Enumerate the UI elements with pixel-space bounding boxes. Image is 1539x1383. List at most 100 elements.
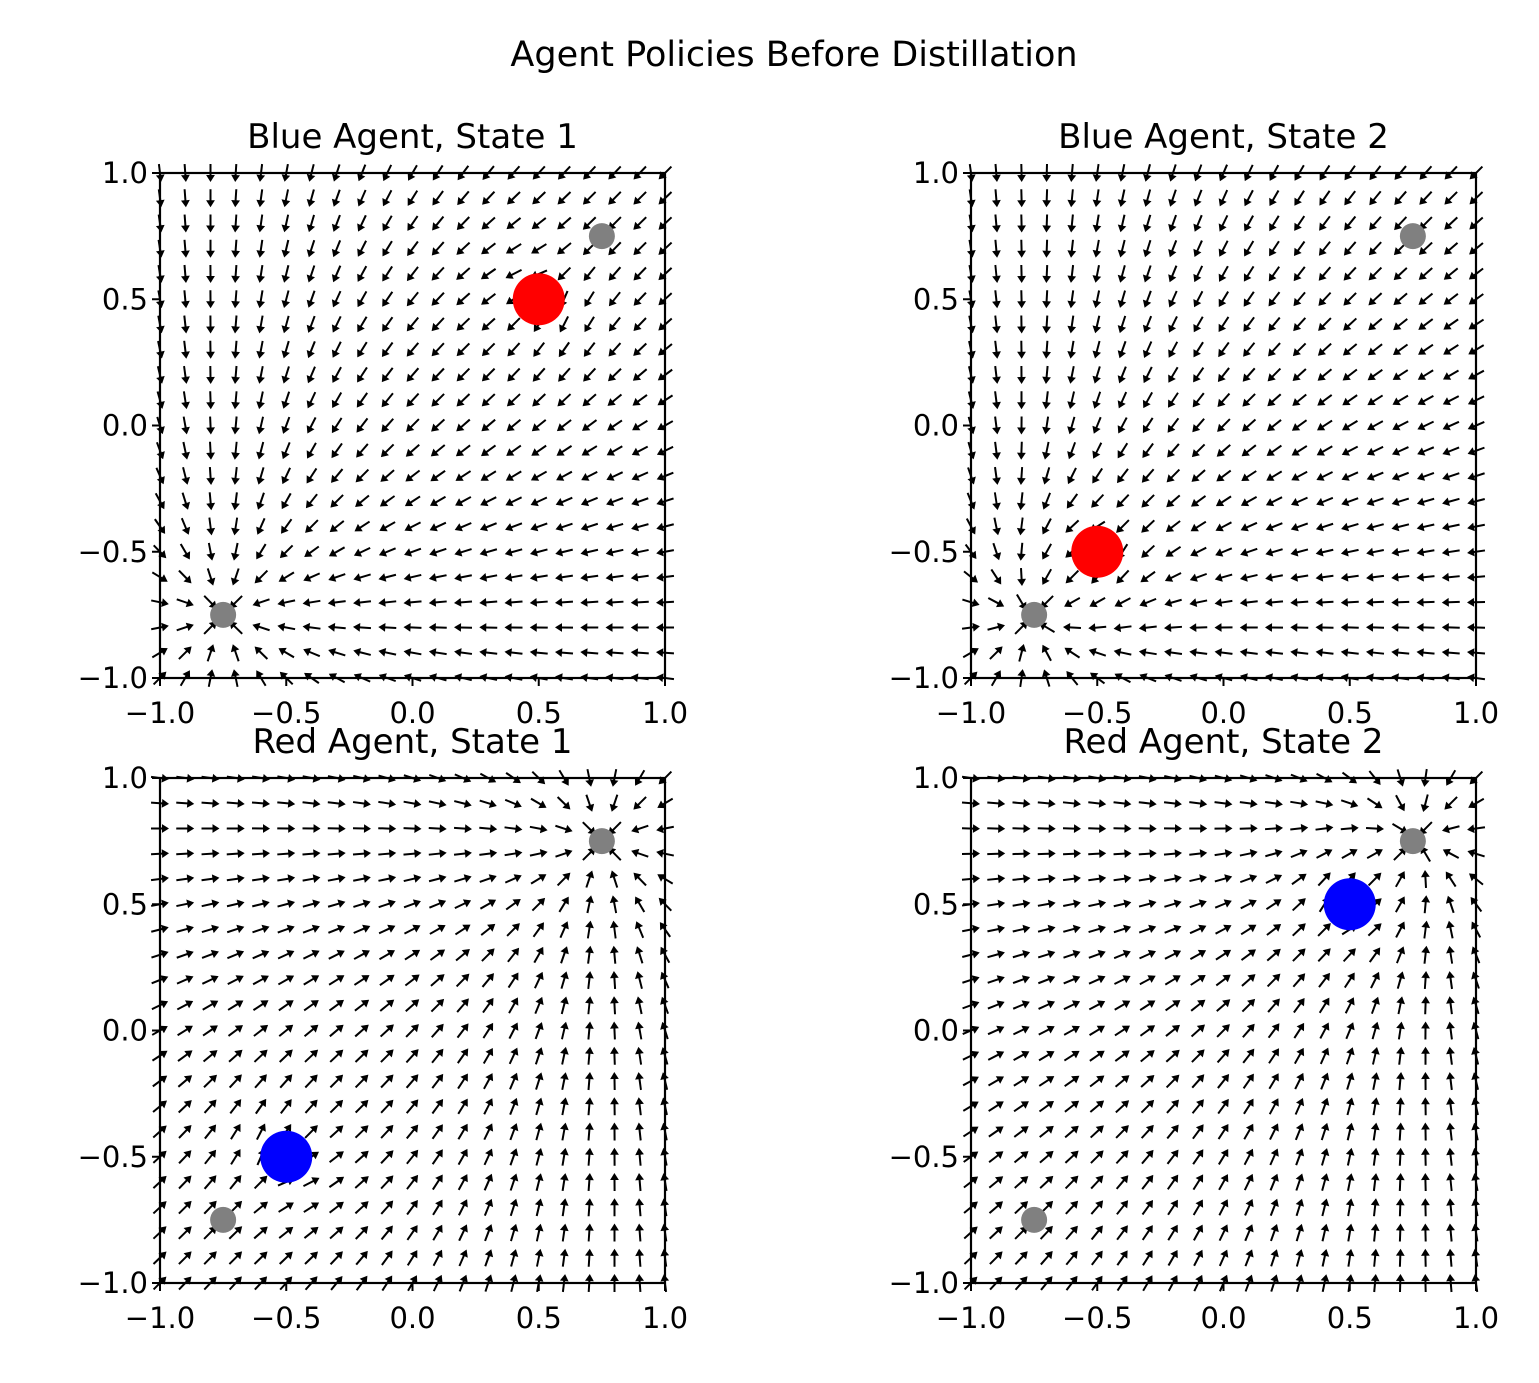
quiver-arrow bbox=[1089, 1025, 1105, 1036]
quiver-arrow bbox=[1163, 799, 1182, 808]
quiver-arrow bbox=[555, 496, 573, 507]
quiver-arrow bbox=[1396, 1072, 1405, 1091]
quiver-arrow bbox=[1037, 849, 1056, 859]
quiver-arrow bbox=[431, 266, 445, 281]
quiver-arrow bbox=[1291, 419, 1308, 431]
quiver-arrow bbox=[1396, 1097, 1405, 1116]
quiver-arrow bbox=[1042, 315, 1051, 334]
quiver-arrow bbox=[1344, 190, 1356, 206]
quiver-arrow bbox=[281, 416, 291, 434]
quiver-arrow bbox=[1267, 998, 1280, 1013]
quiver-arrow bbox=[230, 1123, 241, 1140]
quiver-arrow bbox=[1416, 497, 1435, 506]
quiver-arrow bbox=[382, 291, 394, 307]
quiver-arrow bbox=[1218, 291, 1229, 307]
quiver-arrow bbox=[226, 899, 245, 909]
quiver-arrow bbox=[206, 517, 216, 536]
quiver-arrow bbox=[1370, 1173, 1380, 1192]
quiver-arrow bbox=[483, 1073, 494, 1090]
quiver-arrow bbox=[1391, 547, 1410, 557]
quiver-arrow bbox=[530, 548, 548, 557]
quiver-arrow bbox=[327, 899, 346, 908]
quiver-arrow bbox=[281, 214, 291, 233]
quiver-arrow bbox=[201, 849, 220, 858]
quiver-arrow bbox=[1165, 1000, 1181, 1012]
quiver-arrow bbox=[509, 1148, 519, 1166]
quiver-arrow bbox=[992, 517, 1001, 536]
quiver-arrow bbox=[633, 872, 647, 887]
quiver-arrow bbox=[507, 972, 519, 989]
quiver-arrow bbox=[454, 598, 473, 607]
quiver-arrow bbox=[1012, 1000, 1030, 1010]
quiver-arrow bbox=[580, 598, 599, 607]
quiver-arrow bbox=[1270, 1249, 1279, 1267]
quiver-arrow bbox=[1396, 1122, 1405, 1141]
quiver-arrow bbox=[228, 1049, 243, 1063]
quiver-arrow bbox=[509, 1123, 519, 1141]
quiver-arrow bbox=[1345, 1047, 1355, 1065]
quiver-arrow bbox=[176, 598, 194, 608]
quiver-arrow bbox=[534, 1022, 544, 1040]
x-tick-label: −0.5 bbox=[1062, 696, 1132, 730]
quiver-arrow bbox=[228, 1251, 243, 1265]
quiver-arrow bbox=[1291, 496, 1308, 507]
quiver-arrow bbox=[357, 265, 368, 282]
quiver-arrow bbox=[987, 924, 1005, 934]
quiver-arrow bbox=[481, 393, 496, 407]
y-tick-label: −0.5 bbox=[889, 535, 959, 569]
quiver-arrow bbox=[1017, 568, 1026, 586]
quiver-arrow bbox=[1391, 572, 1410, 582]
quiver-arrow bbox=[1214, 824, 1233, 833]
y-tick-label: −0.5 bbox=[78, 1140, 148, 1174]
quiver-arrow bbox=[1342, 948, 1356, 962]
quiver-arrow bbox=[992, 315, 1001, 334]
quiver-arrow bbox=[277, 622, 296, 632]
quiver-arrow bbox=[555, 824, 573, 834]
quiver-arrow bbox=[380, 469, 395, 482]
quiver-arrow bbox=[306, 189, 316, 207]
quiver-arrow bbox=[231, 189, 240, 208]
quiver-arrows bbox=[961, 163, 1486, 688]
quiver-arrow bbox=[585, 870, 595, 888]
quiver-arrow bbox=[1041, 568, 1052, 585]
quiver-arrow bbox=[253, 1201, 268, 1214]
quiver-arrow bbox=[608, 241, 622, 256]
quiver-arrow bbox=[992, 441, 1001, 460]
quiver-arrow bbox=[559, 1223, 569, 1242]
quiver-arrow bbox=[231, 239, 240, 258]
quiver-arrow bbox=[353, 623, 371, 632]
quiver-arrow bbox=[458, 1249, 468, 1267]
quiver-arrow bbox=[256, 239, 266, 258]
subplot-plot-area: −1.0 −0.5 0.0 0.5 1.0 −1.0 −0.5 0.0 0.5 1.0 bbox=[889, 156, 1499, 730]
quiver-arrow bbox=[610, 1223, 619, 1242]
quiver-arrow bbox=[431, 1023, 444, 1038]
quiver-arrow bbox=[635, 1198, 644, 1217]
quiver-arrow bbox=[353, 924, 371, 934]
quiver-arrow bbox=[1343, 241, 1357, 256]
quiver-arrow bbox=[1142, 1250, 1153, 1266]
quiver-arrow bbox=[1167, 1174, 1179, 1190]
quiver-arrow bbox=[1092, 340, 1101, 359]
quiver-arrow bbox=[206, 340, 215, 359]
quiver-arrow bbox=[1189, 648, 1208, 657]
quiver-arrow bbox=[1418, 241, 1433, 255]
quiver-arrow bbox=[1446, 1147, 1455, 1166]
quiver-arrow bbox=[1165, 1074, 1180, 1089]
quiver-arrow bbox=[1366, 522, 1384, 532]
quiver-arrow bbox=[455, 470, 472, 481]
quiver-arrow bbox=[479, 799, 497, 808]
quiver-arrow bbox=[206, 366, 215, 384]
quiver-arrow bbox=[992, 391, 1001, 410]
quiver-arrow bbox=[1318, 266, 1332, 281]
quiver-arrow bbox=[277, 598, 296, 607]
quiver-arrow bbox=[330, 494, 344, 508]
quiver-arrow bbox=[1017, 290, 1026, 309]
subplot-title: Red Agent, State 1 bbox=[252, 722, 572, 762]
quiver-arrow bbox=[1012, 849, 1031, 859]
quiver-arrow bbox=[1115, 1100, 1130, 1114]
quiver-arrow bbox=[1446, 920, 1455, 939]
quiver-arrow bbox=[1417, 420, 1434, 431]
quiver-arrow bbox=[281, 518, 293, 534]
quiver-arrow bbox=[378, 799, 397, 808]
quiver-arrow bbox=[407, 190, 419, 206]
